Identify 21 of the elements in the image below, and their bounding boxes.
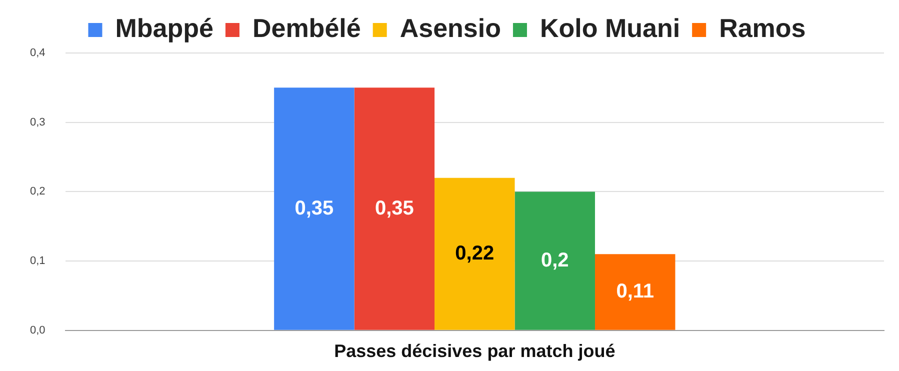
legend-label: Ramos bbox=[719, 13, 806, 44]
bar bbox=[274, 88, 354, 330]
legend-label: Mbappé bbox=[115, 13, 214, 44]
data-label: 0,35 bbox=[374, 197, 414, 220]
bar bbox=[514, 192, 595, 330]
bar bbox=[434, 178, 515, 330]
y-tick-label: 0,1 bbox=[30, 255, 46, 268]
bar bbox=[354, 88, 435, 330]
data-label: 0,11 bbox=[616, 280, 654, 303]
y-tick-label: 0,3 bbox=[30, 116, 46, 128]
data-label: 0,2 bbox=[540, 249, 569, 272]
bar bbox=[594, 254, 676, 330]
y-tick-label: 0,0 bbox=[30, 324, 46, 336]
y-tick-label: 0,2 bbox=[30, 186, 46, 198]
legend-label: Dembélé bbox=[252, 13, 361, 44]
data-label: 0,22 bbox=[455, 242, 494, 264]
y-tick-label: 0,4 bbox=[30, 47, 46, 60]
legend-label: Asensio bbox=[400, 13, 501, 44]
x-tick-label: Passes décisives par match joué bbox=[334, 341, 616, 362]
legend-label: Kolo Muani bbox=[540, 13, 680, 44]
data-label: 0,35 bbox=[294, 197, 334, 220]
